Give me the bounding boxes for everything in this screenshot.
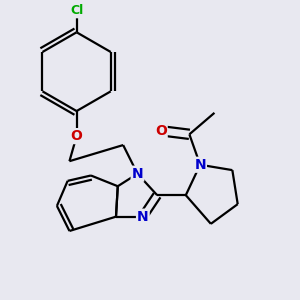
Text: Cl: Cl: [70, 4, 83, 17]
Text: O: O: [71, 129, 82, 143]
Text: N: N: [132, 167, 143, 181]
Text: N: N: [137, 210, 149, 224]
Text: N: N: [194, 158, 206, 172]
Text: O: O: [155, 124, 167, 138]
